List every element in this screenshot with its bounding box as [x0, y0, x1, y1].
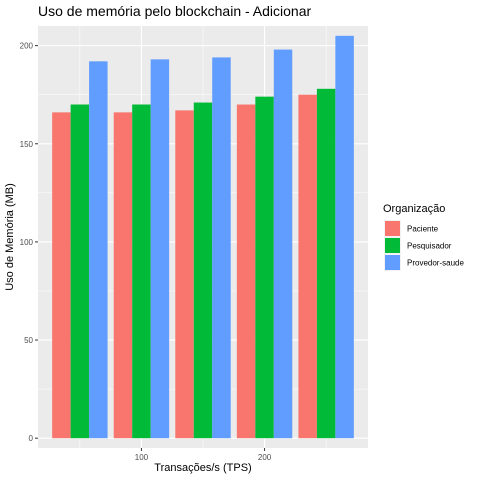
y-tick-label: 150 — [20, 140, 34, 149]
y-tick-label: 0 — [29, 434, 34, 443]
bar — [175, 110, 194, 439]
bar — [273, 49, 293, 439]
y-axis: 0 50 100 150 200 — [20, 42, 38, 443]
legend-label: Paciente — [407, 225, 439, 234]
bar — [298, 94, 317, 439]
bar — [113, 112, 133, 439]
bars — [52, 35, 354, 439]
bar — [316, 88, 336, 439]
bar — [150, 59, 170, 439]
chart-title: Uso de memória pelo blockchain - Adicion… — [38, 3, 311, 19]
legend: Organização Paciente Pesquisador Provedor-… — [383, 203, 464, 271]
y-tick-label: 200 — [20, 42, 34, 51]
bar — [335, 35, 354, 439]
x-axis: 100 200 — [135, 448, 272, 462]
y-tick-label: 100 — [20, 238, 34, 247]
legend-swatch — [385, 255, 400, 270]
x-axis-title: Transações/s (TPS) — [154, 462, 251, 474]
x-tick-label: 100 — [135, 453, 149, 462]
bar — [132, 104, 151, 439]
legend-title: Organização — [383, 203, 445, 215]
legend-swatch — [385, 221, 400, 236]
bar — [212, 57, 231, 439]
legend-swatch — [385, 238, 400, 253]
bar — [89, 61, 108, 439]
bar — [70, 104, 90, 439]
x-tick-label: 200 — [258, 453, 272, 462]
bar — [193, 102, 213, 439]
y-axis-title: Uso de Memória (MB) — [4, 183, 16, 291]
bar — [52, 112, 71, 439]
legend-label: Provedor-saude — [407, 259, 464, 268]
bar — [236, 104, 256, 439]
y-tick-label: 50 — [24, 336, 33, 345]
legend-label: Pesquisador — [407, 242, 452, 251]
bar — [255, 96, 274, 439]
